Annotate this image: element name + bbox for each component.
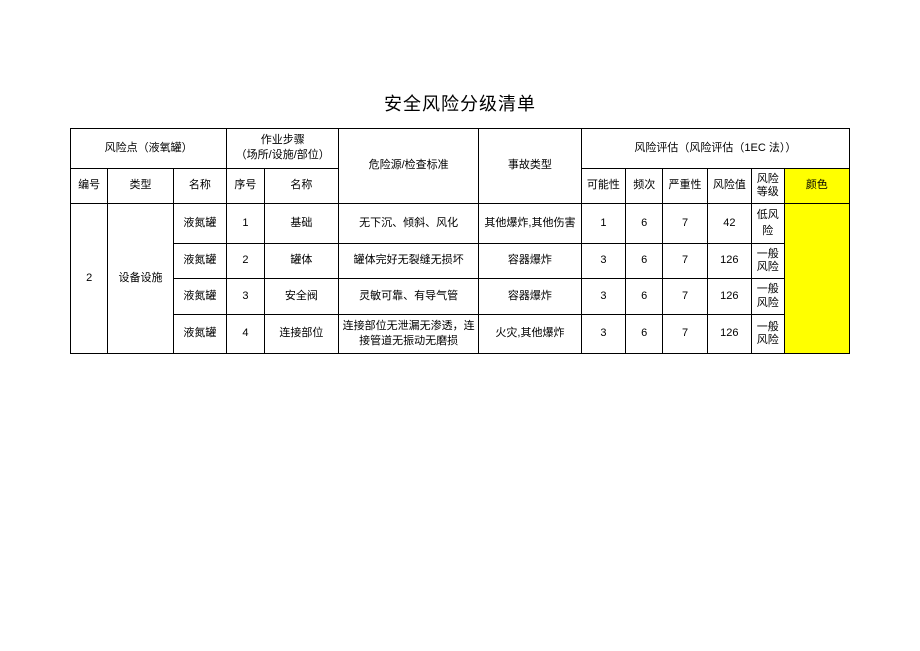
cell-hazard: 罐体完好无裂缝无损坏 — [339, 243, 479, 278]
cell-risk-level: 一般风险 — [751, 243, 784, 278]
table-row: 2 设备设施 液氮罐 1 基础 无下沉、倾斜、风化 其他爆炸,其他伤害 1 6 … — [71, 204, 850, 244]
cell-risk-value: 42 — [707, 204, 751, 244]
cell-accident: 其他爆炸,其他伤害 — [479, 204, 582, 244]
header-possibility: 可能性 — [581, 168, 625, 203]
header-frequency: 频次 — [626, 168, 663, 203]
cell-frequency: 6 — [626, 243, 663, 278]
header-num: 编号 — [71, 168, 108, 203]
cell-severity: 7 — [663, 243, 707, 278]
table-row: 液氮罐 3 安全阀 灵敏可靠、有导气管 容器爆炸 3 6 7 126 一般风险 — [71, 279, 850, 314]
cell-risk-value: 126 — [707, 314, 751, 354]
cell-possibility: 3 — [581, 314, 625, 354]
cell-step-name: 基础 — [264, 204, 339, 244]
header-color: 颜色 — [784, 168, 849, 203]
cell-possibility: 3 — [581, 243, 625, 278]
cell-name: 液氮罐 — [173, 243, 227, 278]
cell-severity: 7 — [663, 204, 707, 244]
cell-color — [784, 204, 849, 354]
header-step-name: 名称 — [264, 168, 339, 203]
header-hazard: 危险源/检查标准 — [339, 129, 479, 204]
header-risk-level: 风险等级 — [751, 168, 784, 203]
header-accident: 事故类型 — [479, 129, 582, 204]
header-operation: 作业步骤 （场所/设施/部位） — [227, 129, 339, 169]
table-row: 液氮罐 4 连接部位 连接部位无泄漏无渗透，连接管道无振动无磨损 火灾,其他爆炸… — [71, 314, 850, 354]
cell-step-name: 安全阀 — [264, 279, 339, 314]
cell-name: 液氮罐 — [173, 279, 227, 314]
cell-risk-value: 126 — [707, 243, 751, 278]
cell-possibility: 3 — [581, 279, 625, 314]
header-name: 名称 — [173, 168, 227, 203]
cell-severity: 7 — [663, 279, 707, 314]
header-assessment: 风险评估（风险评估（1EC 法）） — [581, 129, 849, 169]
cell-risk-level: 一般风险 — [751, 314, 784, 354]
cell-hazard: 无下沉、倾斜、风化 — [339, 204, 479, 244]
header-type: 类型 — [108, 168, 173, 203]
table-body: 2 设备设施 液氮罐 1 基础 无下沉、倾斜、风化 其他爆炸,其他伤害 1 6 … — [71, 204, 850, 354]
cell-frequency: 6 — [626, 279, 663, 314]
cell-step-num: 1 — [227, 204, 264, 244]
cell-risk-level: 一般风险 — [751, 279, 784, 314]
cell-hazard: 灵敏可靠、有导气管 — [339, 279, 479, 314]
header-risk-point: 风险点（液氧罐） — [71, 129, 227, 169]
page-container: 安全风险分级清单 风险点（液氧罐） 作业步骤 （场所/设施/部位） 危险源/检查… — [0, 0, 920, 354]
cell-step-name: 连接部位 — [264, 314, 339, 354]
cell-step-num: 2 — [227, 243, 264, 278]
header-severity: 严重性 — [663, 168, 707, 203]
cell-accident: 容器爆炸 — [479, 279, 582, 314]
header-risk-value: 风险值 — [707, 168, 751, 203]
cell-risk-level: 低风险 — [751, 204, 784, 244]
cell-hazard: 连接部位无泄漏无渗透，连接管道无振动无磨损 — [339, 314, 479, 354]
cell-risk-value: 126 — [707, 279, 751, 314]
cell-type: 设备设施 — [108, 204, 173, 354]
cell-possibility: 1 — [581, 204, 625, 244]
cell-step-num: 3 — [227, 279, 264, 314]
table-row: 液氮罐 2 罐体 罐体完好无裂缝无损坏 容器爆炸 3 6 7 126 一般风险 — [71, 243, 850, 278]
risk-table: 风险点（液氧罐） 作业步骤 （场所/设施/部位） 危险源/检查标准 事故类型 风… — [70, 128, 850, 354]
header-step-num: 序号 — [227, 168, 264, 203]
cell-accident: 容器爆炸 — [479, 243, 582, 278]
cell-step-num: 4 — [227, 314, 264, 354]
cell-frequency: 6 — [626, 314, 663, 354]
cell-name: 液氮罐 — [173, 314, 227, 354]
cell-step-name: 罐体 — [264, 243, 339, 278]
cell-severity: 7 — [663, 314, 707, 354]
cell-num: 2 — [71, 204, 108, 354]
cell-frequency: 6 — [626, 204, 663, 244]
page-title: 安全风险分级清单 — [70, 90, 850, 116]
table-header: 风险点（液氧罐） 作业步骤 （场所/设施/部位） 危险源/检查标准 事故类型 风… — [71, 129, 850, 204]
cell-accident: 火灾,其他爆炸 — [479, 314, 582, 354]
cell-name: 液氮罐 — [173, 204, 227, 244]
